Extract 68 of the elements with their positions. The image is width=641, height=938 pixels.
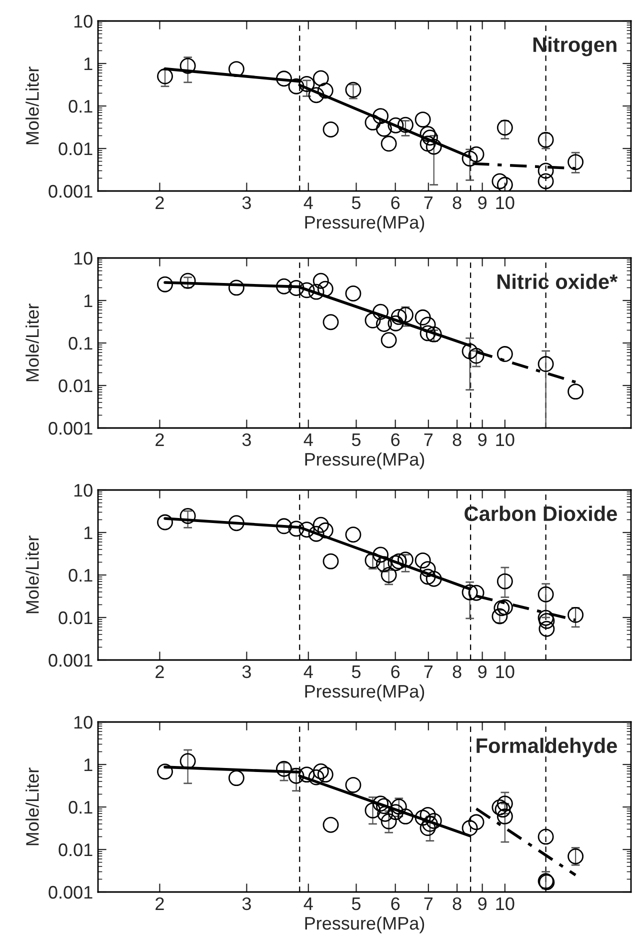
y-tick-label: 0.001 bbox=[48, 654, 92, 667]
y-tick-label: 0.001 bbox=[48, 184, 92, 198]
x-tick-label: 2 bbox=[156, 897, 164, 910]
x-tick-label: 9 bbox=[478, 433, 486, 446]
y-tick-label: 1 bbox=[84, 758, 92, 772]
y-tick-label: 1 bbox=[84, 294, 92, 308]
y-tick-label: 1 bbox=[84, 526, 92, 540]
x-tick-label: 6 bbox=[391, 196, 400, 210]
x-tick-label: 3 bbox=[242, 897, 251, 910]
y-tick-label: 10 bbox=[74, 716, 92, 729]
x-tick-label: 8 bbox=[452, 665, 462, 678]
y-axis-title: Mole/Liter bbox=[26, 536, 39, 614]
y-tick-label: 0.1 bbox=[68, 100, 92, 113]
x-tick-label: 4 bbox=[304, 434, 313, 446]
x-tick-label: 9 bbox=[478, 196, 486, 210]
x-tick-label: 8 bbox=[452, 897, 462, 910]
x-tick-label: 2 bbox=[156, 433, 164, 446]
y-tick-label: 10 bbox=[74, 484, 92, 497]
x-axis-title: Pressure(MPa) bbox=[305, 916, 424, 934]
y-tick-label: 0.01 bbox=[58, 843, 92, 856]
text: Nitrogen bbox=[533, 36, 616, 56]
y-tick-label: 10 bbox=[74, 14, 92, 28]
x-tick-label: 9 bbox=[478, 897, 486, 910]
x-tick-label: 3 bbox=[242, 196, 251, 210]
x-tick-label: 6 bbox=[391, 433, 400, 446]
x-tick-label: 2 bbox=[156, 196, 164, 209]
y-tick-label: 0.01 bbox=[58, 611, 92, 624]
x-tick-label: 10 bbox=[496, 897, 514, 910]
x-tick-label: 5 bbox=[352, 196, 361, 210]
y-tick-label: 1 bbox=[84, 58, 92, 70]
x-tick-label: 6 bbox=[391, 665, 400, 678]
text: Nitric oxide* bbox=[498, 274, 618, 290]
x-axis-title: Pressure(MPa) bbox=[305, 684, 424, 702]
x-tick-label: 10 bbox=[496, 196, 514, 210]
x-tick-label: 3 bbox=[242, 433, 251, 446]
y-tick-label: 0.1 bbox=[68, 800, 92, 814]
x-tick-label: 10 bbox=[496, 433, 514, 446]
x-tick-label: 5 bbox=[352, 898, 361, 910]
x-tick-label: 7 bbox=[424, 898, 433, 910]
x-tick-label: 8 bbox=[452, 433, 462, 446]
y-tick-label: 0.1 bbox=[68, 568, 92, 582]
x-tick-label: 9 bbox=[478, 665, 486, 678]
text: Formaldehyde bbox=[476, 738, 617, 758]
text: Carbon Dioxide bbox=[464, 506, 617, 522]
x-tick-label: 6 bbox=[391, 897, 400, 910]
x-tick-label: 7 bbox=[424, 666, 433, 678]
x-tick-label: 7 bbox=[424, 434, 433, 446]
x-tick-label: 8 bbox=[452, 196, 462, 210]
x-axis-title: Pressure(MPa) bbox=[305, 452, 424, 470]
y-tick-label: 0.01 bbox=[58, 379, 92, 392]
y-tick-label: 0.001 bbox=[48, 422, 92, 435]
y-tick-label: 0.1 bbox=[68, 336, 92, 350]
y-tick-label: 10 bbox=[74, 252, 92, 265]
y-tick-label: 0.01 bbox=[58, 142, 92, 156]
y-axis-title: Mole/Liter bbox=[26, 304, 39, 382]
y-axis-title: Mole/Liter bbox=[26, 66, 39, 144]
x-tick-label: 10 bbox=[496, 665, 514, 678]
x-tick-label: 5 bbox=[352, 434, 361, 446]
x-tick-label: 5 bbox=[352, 666, 361, 678]
x-tick-label: 4 bbox=[304, 196, 313, 209]
x-tick-label: 3 bbox=[242, 665, 251, 678]
x-tick-label: 4 bbox=[304, 898, 313, 910]
x-tick-label: 2 bbox=[156, 665, 164, 678]
x-tick-label: 7 bbox=[424, 196, 433, 209]
x-tick-label: 4 bbox=[304, 666, 313, 678]
y-tick-label: 0.001 bbox=[48, 886, 92, 899]
y-axis-title: Mole/Liter bbox=[26, 768, 39, 846]
x-axis-title: Pressure(MPa) bbox=[305, 215, 424, 232]
